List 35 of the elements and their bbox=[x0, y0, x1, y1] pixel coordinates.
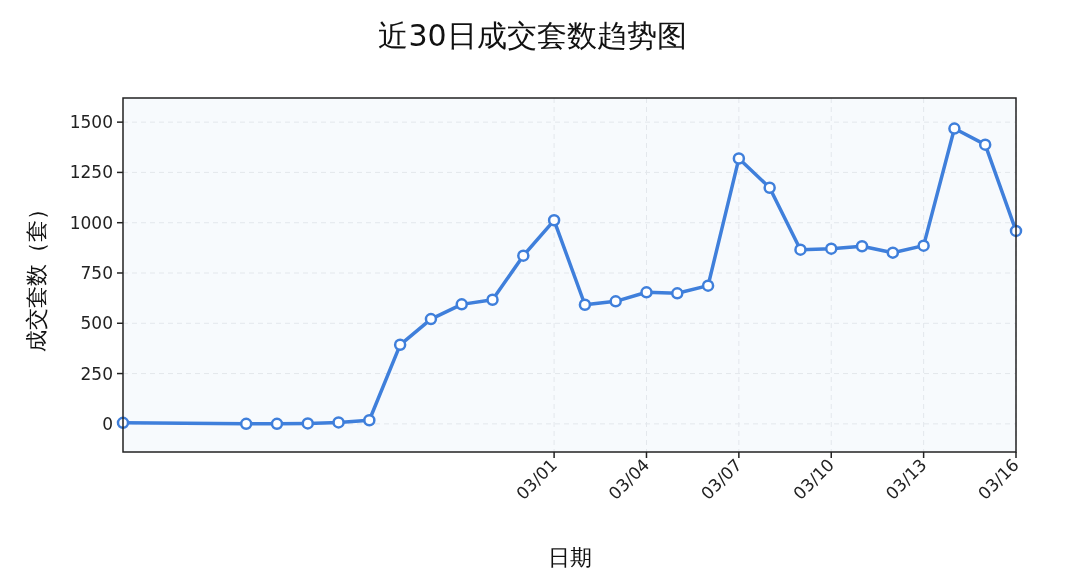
point bbox=[239, 417, 253, 431]
point bbox=[393, 338, 407, 352]
point bbox=[547, 214, 561, 227]
point bbox=[763, 181, 776, 194]
point bbox=[886, 246, 900, 259]
point bbox=[424, 312, 438, 326]
y-tick-label: 500 bbox=[80, 313, 113, 334]
point bbox=[609, 295, 622, 308]
y-tick-label: 1250 bbox=[69, 162, 113, 183]
point bbox=[455, 298, 468, 311]
chart-title: 近30日成交套数趋势图 bbox=[378, 18, 687, 53]
point bbox=[701, 279, 715, 292]
point bbox=[486, 293, 499, 306]
point bbox=[578, 298, 592, 312]
point bbox=[517, 249, 530, 262]
point bbox=[794, 243, 807, 256]
y-axis-title: 成交套数（套） bbox=[24, 198, 49, 352]
point bbox=[824, 242, 838, 255]
point bbox=[363, 413, 376, 427]
point bbox=[332, 416, 345, 429]
point bbox=[732, 152, 746, 165]
point bbox=[917, 239, 930, 252]
x-axis-title: 日期 bbox=[547, 545, 592, 570]
point bbox=[301, 417, 315, 430]
point bbox=[948, 122, 961, 135]
point bbox=[978, 138, 992, 151]
y-tick-label: 250 bbox=[80, 363, 113, 384]
y-tick-label: 0 bbox=[102, 413, 113, 434]
y-tick-label: 1000 bbox=[69, 212, 113, 233]
y-tick-label: 750 bbox=[80, 262, 113, 283]
point bbox=[671, 287, 684, 300]
point bbox=[270, 417, 284, 431]
y-tick-label: 1500 bbox=[69, 112, 113, 133]
point bbox=[855, 239, 869, 253]
point bbox=[640, 286, 653, 299]
